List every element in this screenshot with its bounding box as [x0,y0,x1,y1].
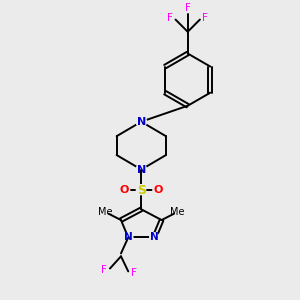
Circle shape [136,164,146,175]
Circle shape [124,233,133,242]
Circle shape [136,184,147,196]
Text: F: F [202,13,208,23]
Text: S: S [137,184,146,197]
Text: F: F [185,3,191,13]
Text: F: F [167,13,173,23]
Circle shape [136,116,146,127]
Text: N: N [150,232,159,242]
Circle shape [153,185,163,196]
Text: N: N [137,165,146,175]
Text: F: F [101,265,107,275]
Text: Me: Me [170,207,185,217]
Text: O: O [153,185,163,196]
Circle shape [150,233,159,242]
Text: Me: Me [98,207,112,217]
Text: O: O [120,185,129,196]
Text: F: F [131,268,137,278]
Text: N: N [137,117,146,127]
Text: N: N [124,232,133,242]
Circle shape [119,185,130,196]
